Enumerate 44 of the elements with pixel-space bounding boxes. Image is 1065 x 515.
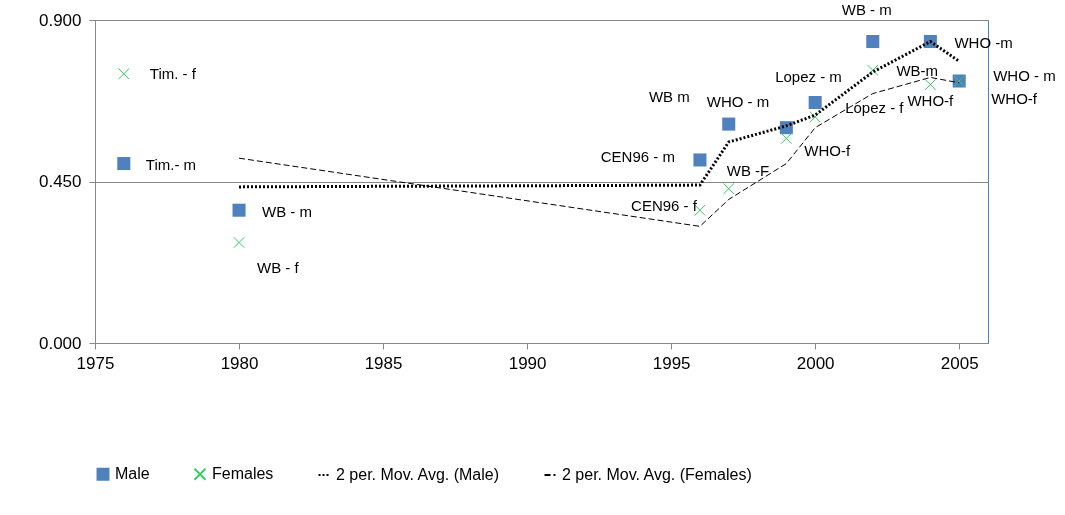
y-tick-label: 0.900	[38, 10, 82, 30]
legend-label: 2 per. Mov. Avg. (Females)	[562, 466, 752, 483]
legend-label: 2 per. Mov. Avg. (Male)	[336, 466, 500, 483]
annotation: WB - m	[841, 0, 892, 18]
annotation: Lopez - m	[775, 67, 842, 85]
x-tick-label: 1995	[652, 353, 691, 373]
annotation: WB-m	[896, 61, 939, 79]
point	[117, 157, 131, 171]
annotation: WHO-f	[804, 142, 852, 160]
annotation: WHO-f	[991, 90, 1038, 108]
annotation: WB - m	[262, 203, 313, 221]
annotation: WHO-f	[907, 91, 955, 109]
annotation: Tim. - f	[149, 64, 197, 82]
annotation: WB - f	[257, 258, 300, 276]
point	[723, 182, 735, 195]
point	[118, 68, 130, 80]
x-tick-label: 1985	[364, 353, 403, 373]
annotation: Lopez - f	[845, 98, 905, 116]
point	[722, 117, 736, 131]
point	[693, 153, 707, 167]
point	[924, 78, 937, 91]
x-tick-label: 1980	[220, 353, 259, 373]
point	[809, 111, 821, 123]
x-tick-label: 2000	[796, 353, 835, 373]
point	[867, 64, 879, 76]
point	[866, 35, 880, 49]
annotation: WHO - m	[993, 67, 1056, 85]
annotation: CEN96 - m	[600, 147, 675, 165]
legend-label: Male	[115, 465, 150, 483]
annotation: CEN96 - f	[631, 197, 698, 215]
annotation: Tim.- m	[145, 155, 197, 173]
point	[233, 236, 245, 249]
x-tick-label: 1990	[508, 353, 547, 373]
point	[232, 203, 246, 217]
y-tick-label: 0.000	[38, 333, 82, 353]
legend-label: Females	[212, 465, 274, 483]
annotation: WHO - m	[706, 93, 770, 111]
x-tick-label: 2005	[940, 353, 979, 373]
y-tick-label: 0.450	[38, 172, 82, 191]
annotation: WB m	[648, 88, 690, 106]
x-tick-label: 1975	[76, 353, 115, 373]
point	[808, 96, 822, 110]
point	[780, 132, 793, 145]
annotation: WB -F	[726, 161, 770, 179]
